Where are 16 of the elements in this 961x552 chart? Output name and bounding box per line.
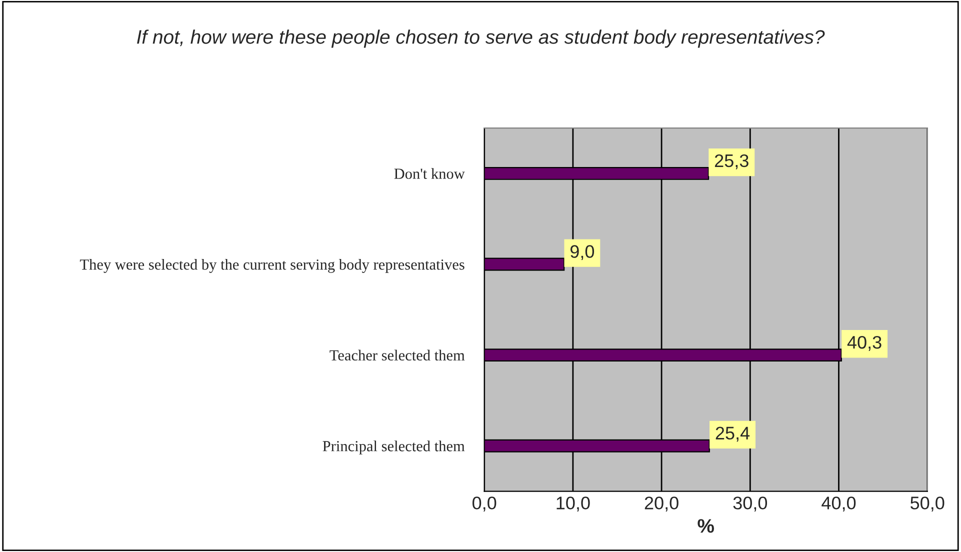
data-label: 25,4 bbox=[716, 426, 750, 442]
y-tick-label: Don't know bbox=[394, 168, 465, 179]
x-tick-label: 0,0 bbox=[472, 496, 496, 512]
x-axis-title: % bbox=[698, 519, 714, 533]
data-label: 40,3 bbox=[847, 336, 882, 351]
x-tick-label: 30,0 bbox=[733, 496, 768, 512]
x-tick-label: 20,0 bbox=[644, 496, 678, 512]
y-tick-label: Teacher selected them bbox=[330, 350, 465, 361]
x-tick-label: 40,0 bbox=[822, 496, 856, 512]
data-label: 25,3 bbox=[714, 154, 748, 170]
x-tick-label: 10,0 bbox=[556, 496, 590, 512]
y-tick-label: They were selected by the current serving body representatives bbox=[80, 258, 464, 273]
data-label: 9,0 bbox=[570, 245, 594, 260]
x-tick-label: 50,0 bbox=[910, 496, 944, 512]
y-tick-label: Principal selected them bbox=[322, 440, 465, 454]
chart-title: If not, how were these people chosen to serve as student body representatives? bbox=[137, 30, 825, 48]
